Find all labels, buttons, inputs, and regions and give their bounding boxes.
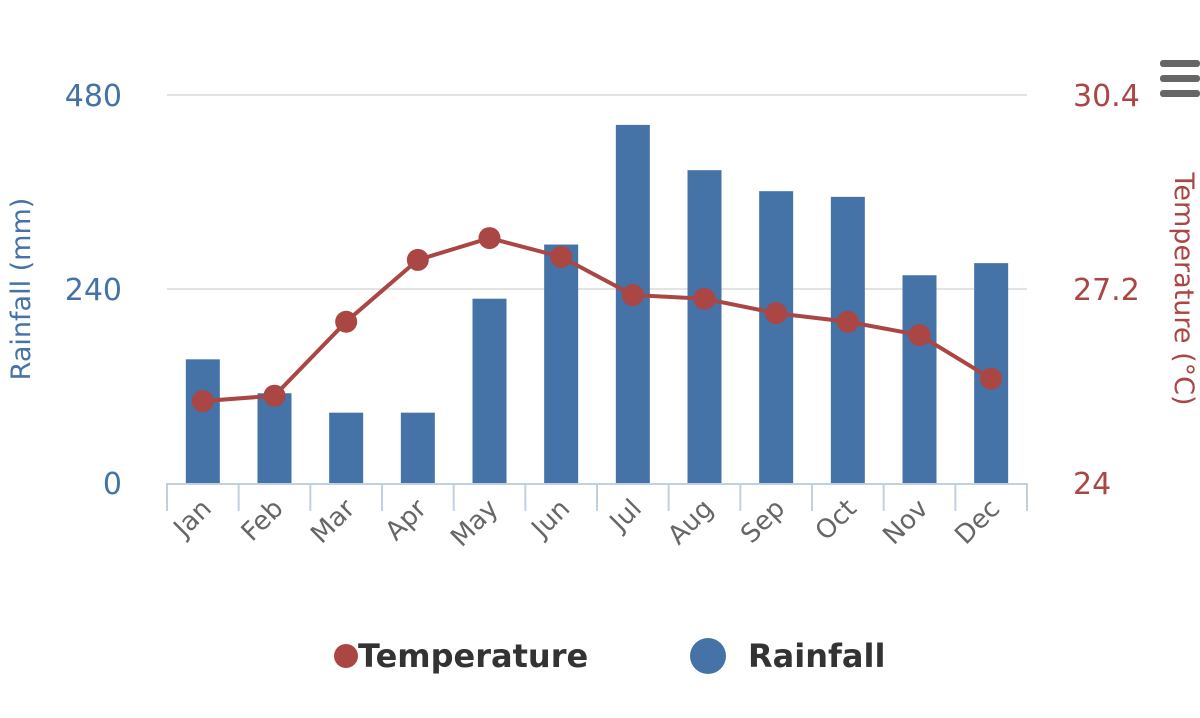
temperature-point-mar: [335, 310, 358, 333]
hamburger-menu-icon[interactable]: [1160, 60, 1200, 97]
legend-item-rainfall[interactable]: Rainfall: [690, 637, 885, 675]
temperature-line: [191, 227, 1003, 413]
legend-label-rainfall: Rainfall: [748, 637, 885, 675]
left-tick-label: 480: [65, 79, 122, 114]
right-tick-label: 24: [1073, 467, 1111, 502]
legend-marker-rainfall: [690, 638, 726, 674]
right-tick-label: 30.4: [1073, 79, 1140, 114]
bar-sep: [759, 191, 794, 484]
temperature-point-apr: [406, 248, 429, 271]
bar-nov: [902, 275, 937, 483]
x-tick-label: Jan: [167, 494, 218, 545]
right-tick-label: 27.2: [1073, 273, 1140, 308]
x-axis: Jan Feb Mar Apr May Jun Jul Aug Sep Oct Nov Dec: [166, 483, 1028, 553]
temperature-point-jun: [550, 245, 573, 268]
x-tick-label: Jul: [603, 494, 648, 539]
temperature-point-dec: [980, 367, 1003, 390]
legend: Temperature Rainfall: [334, 637, 885, 675]
temperature-point-oct: [836, 310, 859, 333]
left-tick-label: 240: [65, 273, 122, 308]
temperature-point-sep: [765, 302, 788, 325]
temperature-point-jan: [191, 390, 214, 413]
left-tick-label: 0: [103, 467, 122, 502]
bar-jan: [185, 359, 220, 483]
temperature-point-may: [478, 227, 501, 250]
bar-mar: [329, 412, 364, 483]
temperature-path: [202, 235, 993, 404]
bar-apr: [400, 412, 435, 483]
x-tick-label: Aug: [662, 494, 719, 551]
temperature-point-aug: [693, 287, 716, 310]
x-tick-label: Jun: [525, 494, 576, 545]
x-tick-label: Feb: [236, 494, 290, 548]
bar-feb: [257, 393, 292, 483]
x-tick-label: Dec: [949, 494, 1006, 551]
grid-lines: [167, 94, 1027, 290]
x-tick-label: Oct: [810, 494, 863, 547]
legend-item-temperature[interactable]: Temperature: [334, 637, 588, 675]
right-y-axis: 24 27.2 30.4: [1073, 79, 1140, 502]
temperature-point-jul: [621, 284, 644, 307]
bar-jun: [544, 244, 579, 483]
x-tick-label: Sep: [735, 494, 791, 550]
legend-label-temperature: Temperature: [358, 637, 588, 675]
bar-may: [472, 298, 507, 483]
x-tick-label: Apr: [380, 494, 433, 547]
bar-aug: [687, 170, 722, 484]
x-tick-label: Nov: [877, 494, 934, 551]
legend-marker-temperature: [334, 644, 358, 668]
x-tick-label: Mar: [305, 494, 361, 550]
right-axis-title: Temperature (°C): [1168, 171, 1199, 405]
left-y-axis: 0 240 480: [65, 79, 122, 502]
bar-oct: [830, 196, 865, 483]
temperature-point-nov: [908, 324, 931, 347]
temperature-point-feb: [263, 384, 286, 407]
rainfall-bars: [185, 124, 1009, 484]
left-axis-title: Rainfall (mm): [6, 198, 37, 381]
